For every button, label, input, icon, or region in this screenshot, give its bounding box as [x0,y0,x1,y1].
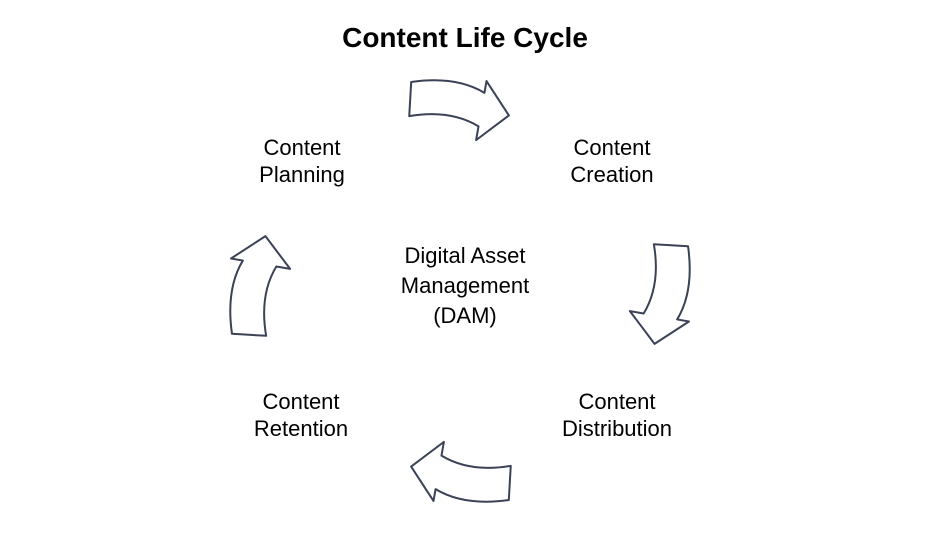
node-distribution: Content Distribution [497,388,737,443]
node-retention: Content Retention [181,388,421,443]
center-label: Digital Asset Management (DAM) [325,241,605,330]
arrow-right-icon [610,224,710,356]
node-creation: Content Creation [492,134,732,189]
arrow-path [218,231,295,342]
arrow-left-icon [210,224,310,356]
node-planning: Content Planning [182,134,422,189]
arrow-path [625,238,702,349]
arrow-path [406,437,517,514]
diagram-title: Content Life Cycle [0,22,930,54]
diagram-stage: Content Life Cycle Content Planning Cont… [0,0,930,542]
arrow-path [403,68,514,145]
